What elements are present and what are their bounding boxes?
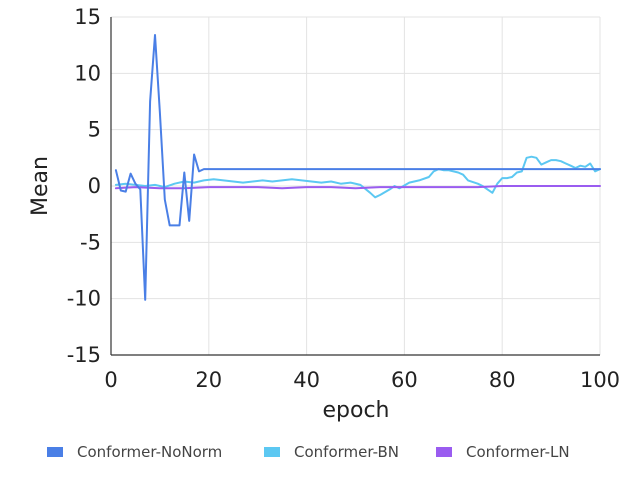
legend-swatch: [436, 447, 452, 457]
series-lines: [114, 34, 601, 301]
y-tick-label: -5: [80, 230, 101, 254]
y-tick-label: -15: [67, 343, 101, 367]
legend-item-conformer-bn: Conformer-BN: [264, 443, 399, 461]
y-axis-title: Mean: [28, 156, 53, 216]
legend-item-conformer-ln: Conformer-LN: [436, 443, 570, 461]
legend: Conformer-NoNorm Conformer-BN Conformer-LN: [47, 443, 570, 461]
legend-label: Conformer-NoNorm: [77, 443, 222, 461]
x-tick-label: 80: [489, 368, 516, 392]
axes: [110, 17, 600, 356]
legend-label: Conformer-LN: [466, 443, 570, 461]
y-tick-label: 0: [88, 174, 101, 198]
x-tick-label: 100: [580, 368, 620, 392]
y-tick-label: 5: [88, 118, 101, 142]
legend-item-conformer-nonorm: Conformer-NoNorm: [47, 443, 222, 461]
x-tick-label: 60: [391, 368, 418, 392]
y-tick-label: 15: [74, 5, 101, 29]
x-tick-label: 20: [195, 368, 222, 392]
series-line-conformer-nonorm: [114, 34, 601, 301]
legend-swatch: [47, 447, 63, 457]
x-tick-label: 40: [293, 368, 320, 392]
series-line-conformer-bn: [114, 155, 601, 199]
legend-label: Conformer-BN: [294, 443, 399, 461]
legend-swatch: [264, 447, 280, 457]
y-tick-label: -10: [67, 287, 101, 311]
y-tick-label: 10: [74, 61, 101, 85]
x-tick-label: 0: [104, 368, 117, 392]
x-axis-title: epoch: [323, 398, 390, 423]
